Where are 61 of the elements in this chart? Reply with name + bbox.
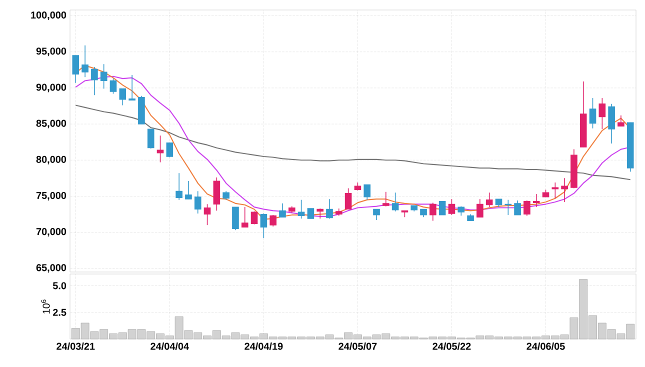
candlestick xyxy=(185,180,192,200)
candlestick xyxy=(561,178,568,202)
candlestick xyxy=(194,190,202,214)
candlestick xyxy=(608,103,615,144)
candlestick xyxy=(119,88,126,106)
x-tick-label: 24/04/19 xyxy=(244,342,283,350)
x-tick-label: 24/06/05 xyxy=(526,342,565,350)
candlestick xyxy=(270,214,276,227)
candlestick xyxy=(156,135,164,163)
candlestick xyxy=(147,128,154,149)
candlestick xyxy=(344,188,352,210)
y-tick-label: 5.0 xyxy=(52,282,66,290)
candlestick xyxy=(204,204,211,226)
x-tick-label: 24/05/22 xyxy=(432,342,471,350)
candlestick xyxy=(307,208,314,219)
candlestick xyxy=(232,206,239,231)
y-axis-title: 10$^{6}$ xyxy=(41,300,50,314)
candlestick xyxy=(213,177,220,212)
candlestick xyxy=(279,203,286,218)
candlestick xyxy=(91,66,98,96)
candlestick xyxy=(476,198,484,218)
candlestick xyxy=(430,202,436,222)
candlestick xyxy=(438,200,446,216)
candlestick xyxy=(373,208,380,220)
candlestick xyxy=(298,199,305,219)
candlestick xyxy=(618,114,624,127)
candlestick xyxy=(448,198,456,216)
candlestick xyxy=(100,64,108,90)
candlestick xyxy=(514,200,521,216)
x-tick-label: 24/04/04 xyxy=(150,342,189,350)
y-tick-label: 90,000 xyxy=(36,84,66,92)
candlestick xyxy=(552,182,559,199)
candlestick xyxy=(524,200,530,216)
candlestick xyxy=(589,98,596,129)
y-tick-label: 80,000 xyxy=(36,156,66,164)
candlestick xyxy=(241,206,248,228)
candlestick xyxy=(128,74,136,101)
candlestick xyxy=(316,208,324,219)
candlestick xyxy=(382,191,390,207)
candlestick xyxy=(598,98,606,130)
y-tick-label: 95,000 xyxy=(36,48,66,56)
x-tick-label: 24/03/21 xyxy=(56,342,95,350)
y-tick-label: 75,000 xyxy=(36,192,66,200)
candlestick xyxy=(392,192,399,212)
candlestick xyxy=(364,184,371,200)
candlestick xyxy=(166,142,174,158)
candlestick xyxy=(486,192,493,208)
candlestick xyxy=(532,194,540,208)
candlestick xyxy=(260,213,268,238)
x-tick-label: 24/05/07 xyxy=(338,342,377,350)
y-tick-label: 2.5 xyxy=(52,308,66,316)
candlestick xyxy=(326,198,333,219)
candlestick xyxy=(250,210,258,225)
y-tick-label: 65,000 xyxy=(36,264,66,273)
y-tick-label: 85,000 xyxy=(36,120,66,128)
candlestick xyxy=(72,55,80,84)
y-tick-label: 100,000 xyxy=(31,12,66,20)
candlestick xyxy=(110,78,117,94)
y-tick-label: 70,000 xyxy=(36,228,66,237)
candlestick xyxy=(82,44,88,78)
candlestick xyxy=(176,172,182,200)
